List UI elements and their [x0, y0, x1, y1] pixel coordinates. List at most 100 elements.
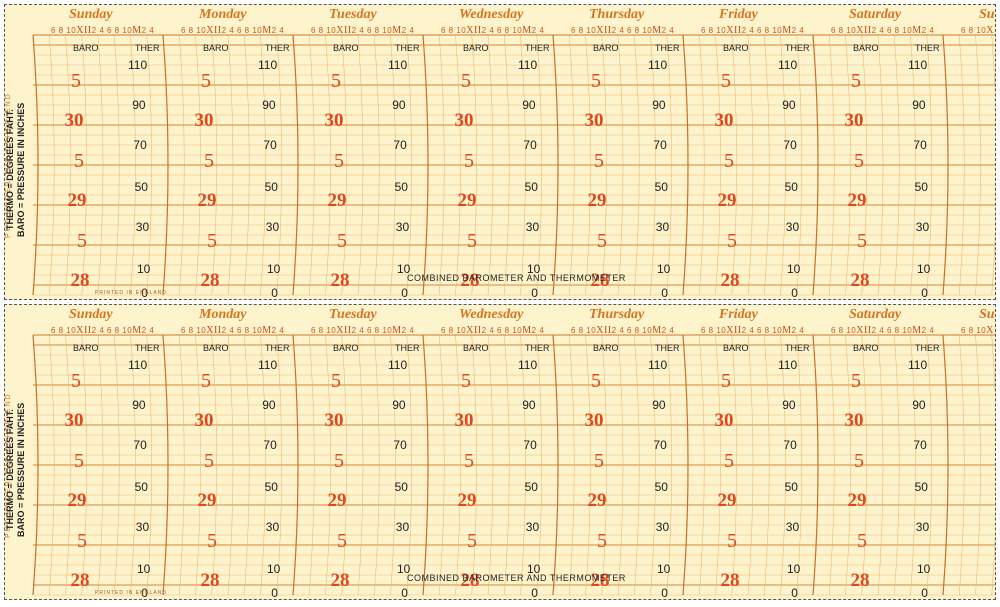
- hour-mark: 2: [91, 26, 97, 35]
- ther-value: 50: [264, 180, 278, 194]
- grid-vline: [260, 334, 266, 596]
- hour-scale: 6 8 10XII2 4 6 8 10M2 4: [311, 25, 414, 36]
- day-divider: [32, 34, 39, 296]
- grid-vline: [195, 34, 201, 296]
- baro-value: 29: [457, 490, 477, 511]
- hour-mark: 2: [271, 26, 277, 35]
- ther-value: 50: [914, 480, 928, 494]
- baro-value: 28: [70, 270, 90, 291]
- grid-vline: [877, 34, 884, 296]
- hour-scale: 6 8 10XII2 4 6 8 10M2 4: [311, 325, 414, 336]
- ther-value: 0: [531, 286, 538, 300]
- day-divider: [422, 34, 429, 296]
- grid-vline: [959, 34, 965, 296]
- ther-value: 90: [392, 98, 406, 112]
- day-divider: [812, 334, 819, 596]
- hour-mark: 4: [926, 326, 935, 335]
- ther-header: THER: [265, 43, 290, 53]
- ther-value: 10: [267, 562, 281, 576]
- grid-vline: [926, 334, 932, 596]
- grid-vline: [747, 34, 754, 296]
- baro-value: 30: [64, 110, 84, 131]
- ther-value: 0: [791, 586, 798, 600]
- hour-mark: 4: [536, 326, 545, 335]
- hour-scale: 6 8 10XII2 4 6 8 10M2 4: [181, 25, 284, 36]
- hour-mark: M: [132, 325, 142, 336]
- hour-mark: 2: [401, 326, 407, 335]
- baro-value: 5: [724, 150, 734, 172]
- grid-vline: [341, 34, 347, 296]
- grid-vline: [666, 34, 672, 296]
- hour-scale: 6 8 10XII2 4 6 8 10M2 4: [701, 25, 804, 36]
- hour-mark: 4 6 8 10: [616, 326, 653, 335]
- grid-vline: [877, 334, 884, 596]
- hour-mark: M: [912, 325, 922, 336]
- ther-value: 50: [784, 180, 798, 194]
- ther-value: 70: [783, 438, 797, 452]
- day-label: Tuesday: [329, 7, 377, 22]
- day-divider: [942, 34, 949, 296]
- ther-header: THER: [915, 43, 940, 53]
- hour-mark: 6 8 10: [441, 26, 467, 35]
- baro-header: BARO: [73, 43, 99, 53]
- baro-header: BARO: [73, 343, 99, 353]
- hour-mark: XII: [466, 25, 482, 36]
- ther-header: THER: [525, 343, 550, 353]
- baro-value: 28: [460, 270, 480, 291]
- day-label: Monday: [199, 7, 247, 22]
- hour-scale: 6 8 10XII2 4 6 8 10M2 4: [51, 325, 154, 336]
- ther-value: 110: [388, 58, 408, 72]
- baro-value: 30: [454, 410, 474, 431]
- ther-value: 110: [648, 358, 668, 372]
- baro-value: 5: [727, 530, 737, 552]
- grid-vline: [81, 334, 87, 596]
- hour-scale: 6 8 10XII2 4 6 8 10M2 4: [571, 325, 674, 336]
- ther-value: 90: [132, 98, 146, 112]
- day-label: Tuesday: [329, 307, 377, 322]
- hour-mark: M: [132, 25, 142, 36]
- grid-vline: [764, 334, 770, 596]
- hour-mark: 4: [146, 326, 155, 335]
- grid-vline: [731, 334, 737, 596]
- ther-header: THER: [915, 343, 940, 353]
- day-label: Saturday: [849, 307, 902, 322]
- hour-mark: M: [652, 25, 662, 36]
- day-divider: [162, 334, 169, 596]
- ther-value: 110: [778, 58, 798, 72]
- scale-legend: THERMO = DEGREES FAHT. BARO = PRESSURE IN…: [5, 65, 27, 275]
- grid-vline: [780, 34, 786, 296]
- baro-header: BARO: [463, 43, 489, 53]
- hour-mark: 4: [796, 26, 805, 35]
- ther-header: THER: [395, 343, 420, 353]
- baro-value: 5: [337, 230, 347, 252]
- ther-value: 70: [393, 138, 407, 152]
- ther-value: 110: [128, 58, 148, 72]
- day-divider: [682, 334, 689, 596]
- grid-vline: [227, 334, 234, 596]
- hour-mark: M: [262, 25, 272, 36]
- grid-vline: [829, 334, 835, 596]
- grid-vline: [439, 34, 445, 296]
- baro-value: 30: [584, 410, 604, 431]
- ther-value: 70: [523, 438, 537, 452]
- grid-vline: [130, 334, 136, 596]
- thermo-legend: THERMO = DEGREES FAHT.: [5, 409, 15, 531]
- hour-mark: 6 8 10: [961, 26, 987, 35]
- hour-mark: 2: [791, 326, 797, 335]
- hour-mark: 6 8 10: [571, 326, 597, 335]
- ther-value: 0: [921, 586, 928, 600]
- ther-value: 90: [652, 398, 666, 412]
- grid-vline: [114, 34, 120, 296]
- hour-mark: 4 6 8 10: [226, 26, 263, 35]
- hour-mark: 2: [661, 26, 667, 35]
- hour-mark: 2: [351, 326, 357, 335]
- ther-value: 50: [784, 480, 798, 494]
- hour-mark: 6 8 10: [961, 326, 987, 335]
- baro-value: 5: [74, 150, 84, 172]
- day-label: Thursday: [589, 7, 645, 22]
- grid-vline: [406, 334, 412, 596]
- baro-value: 30: [844, 110, 864, 131]
- hour-mark: XII: [856, 25, 872, 36]
- hour-mark: XII: [986, 25, 995, 36]
- baro-value: 28: [330, 270, 350, 291]
